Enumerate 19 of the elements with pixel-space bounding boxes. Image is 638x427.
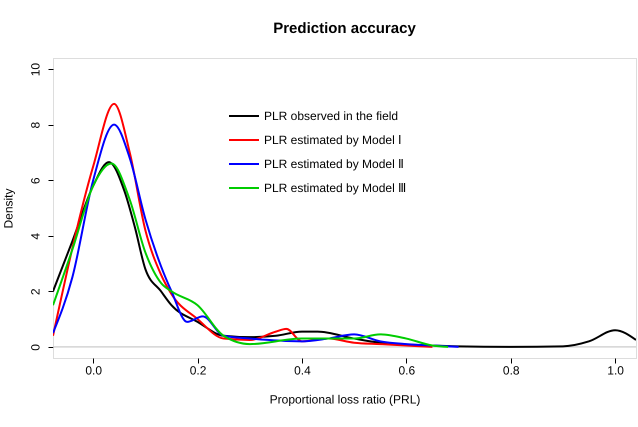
x-tick-label: 0.4 [294,364,312,378]
x-tick-label: 0.0 [85,364,102,378]
y-tick-label: 10 [28,62,42,76]
chart-title: Prediction accuracy [273,20,416,37]
x-tick-label: 0.8 [502,364,520,378]
x-tick-label: 0.2 [190,364,207,378]
y-tick-label: 6 [28,177,42,184]
y-axis-title: Density [2,188,16,229]
y-tick-label: 2 [28,288,42,296]
legend-label: PLR observed in the field [264,109,398,123]
y-tick-label: 0 [28,344,42,351]
x-tick-label: 0.6 [398,364,416,378]
legend-label: PLR estimated by Model Ⅰ [264,133,402,147]
legend-label: PLR estimated by Model Ⅲ [264,181,406,195]
legend-label: PLR estimated by Model Ⅱ [264,157,404,171]
x-tick-label: 1.0 [607,364,624,378]
y-tick-label: 4 [28,232,42,240]
x-axis-title: Proportional loss ratio (PRL) [270,392,420,406]
y-tick-label: 8 [28,122,42,129]
